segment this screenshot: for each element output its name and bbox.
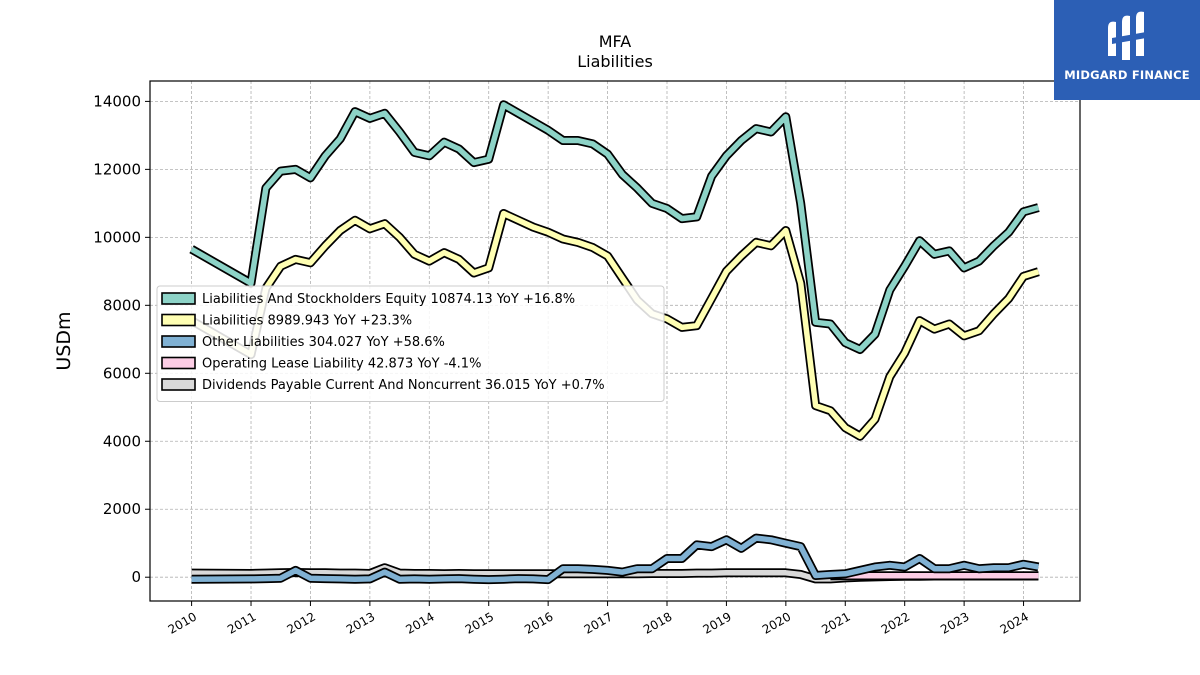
legend-entry: Operating Lease Liability 42.873 YoY -4.…: [202, 357, 481, 372]
x-tick-label: 2014: [403, 609, 436, 636]
chart-title: MFA: [599, 32, 632, 51]
x-tick-label: 2017: [582, 609, 615, 636]
legend-entry: Liabilities 8989.943 YoY +23.3%: [202, 314, 412, 329]
x-tick-label: 2020: [760, 609, 793, 636]
x-tick-label: 2018: [641, 609, 674, 636]
x-tick-label: 2012: [284, 609, 317, 636]
legend-swatch: [161, 313, 196, 327]
legend-entry: Other Liabilities 304.027 YoY +58.6%: [202, 335, 445, 350]
y-tick-label: 4000: [103, 432, 141, 450]
x-tick-label: 2016: [522, 609, 555, 636]
x-tick-label: 2021: [819, 609, 852, 636]
y-tick-label: 8000: [103, 296, 141, 314]
brand-name: MIDGARD FINANCE: [1064, 68, 1190, 82]
legend-swatch: [161, 292, 196, 305]
x-tick-label: 2022: [879, 609, 912, 636]
y-tick-label: 12000: [93, 160, 141, 178]
y-tick-label: 14000: [93, 92, 141, 110]
brand-logo: MIDGARD FINANCE: [1054, 0, 1200, 100]
chart-subtitle: Liabilities: [577, 52, 653, 71]
legend-box: [156, 285, 665, 402]
legend-swatch: [161, 335, 196, 348]
series-line: [190, 102, 1040, 353]
y-tick-label: 2000: [103, 500, 141, 518]
y-tick-label: 10000: [93, 228, 141, 246]
x-tick-label: 2019: [700, 609, 733, 636]
series-line: [191, 535, 1039, 583]
y-tick-label: 0: [131, 568, 141, 586]
legend-entry: Dividends Payable Current And Noncurrent…: [202, 378, 605, 393]
legend-swatch: [161, 378, 196, 391]
x-tick-label: 2011: [225, 609, 258, 636]
x-tick-label: 2024: [998, 609, 1031, 636]
legend-entry: Liabilities And Stockholders Equity 1087…: [202, 292, 575, 307]
y-axis-label: USDm: [53, 311, 75, 370]
x-axis: 2010 2011 2012 2013 2014 2015 2016 2017 2018 2019…: [166, 601, 1031, 637]
legend: Liabilities And Stockholders Equity 1087…: [156, 285, 665, 402]
midgard-logo-icon: [1108, 11, 1146, 61]
y-axis: 0 2000 4000 6000 8000 10000 12000 14000: [93, 92, 150, 586]
x-tick-label: 2010: [166, 609, 199, 636]
x-tick-label: 2013: [344, 609, 377, 636]
plot-frame: [149, 80, 1081, 602]
y-tick-label: 6000: [103, 364, 141, 382]
x-tick-label: 2015: [463, 609, 496, 636]
x-tick-label: 2023: [938, 609, 971, 636]
legend-swatch: [161, 356, 196, 370]
